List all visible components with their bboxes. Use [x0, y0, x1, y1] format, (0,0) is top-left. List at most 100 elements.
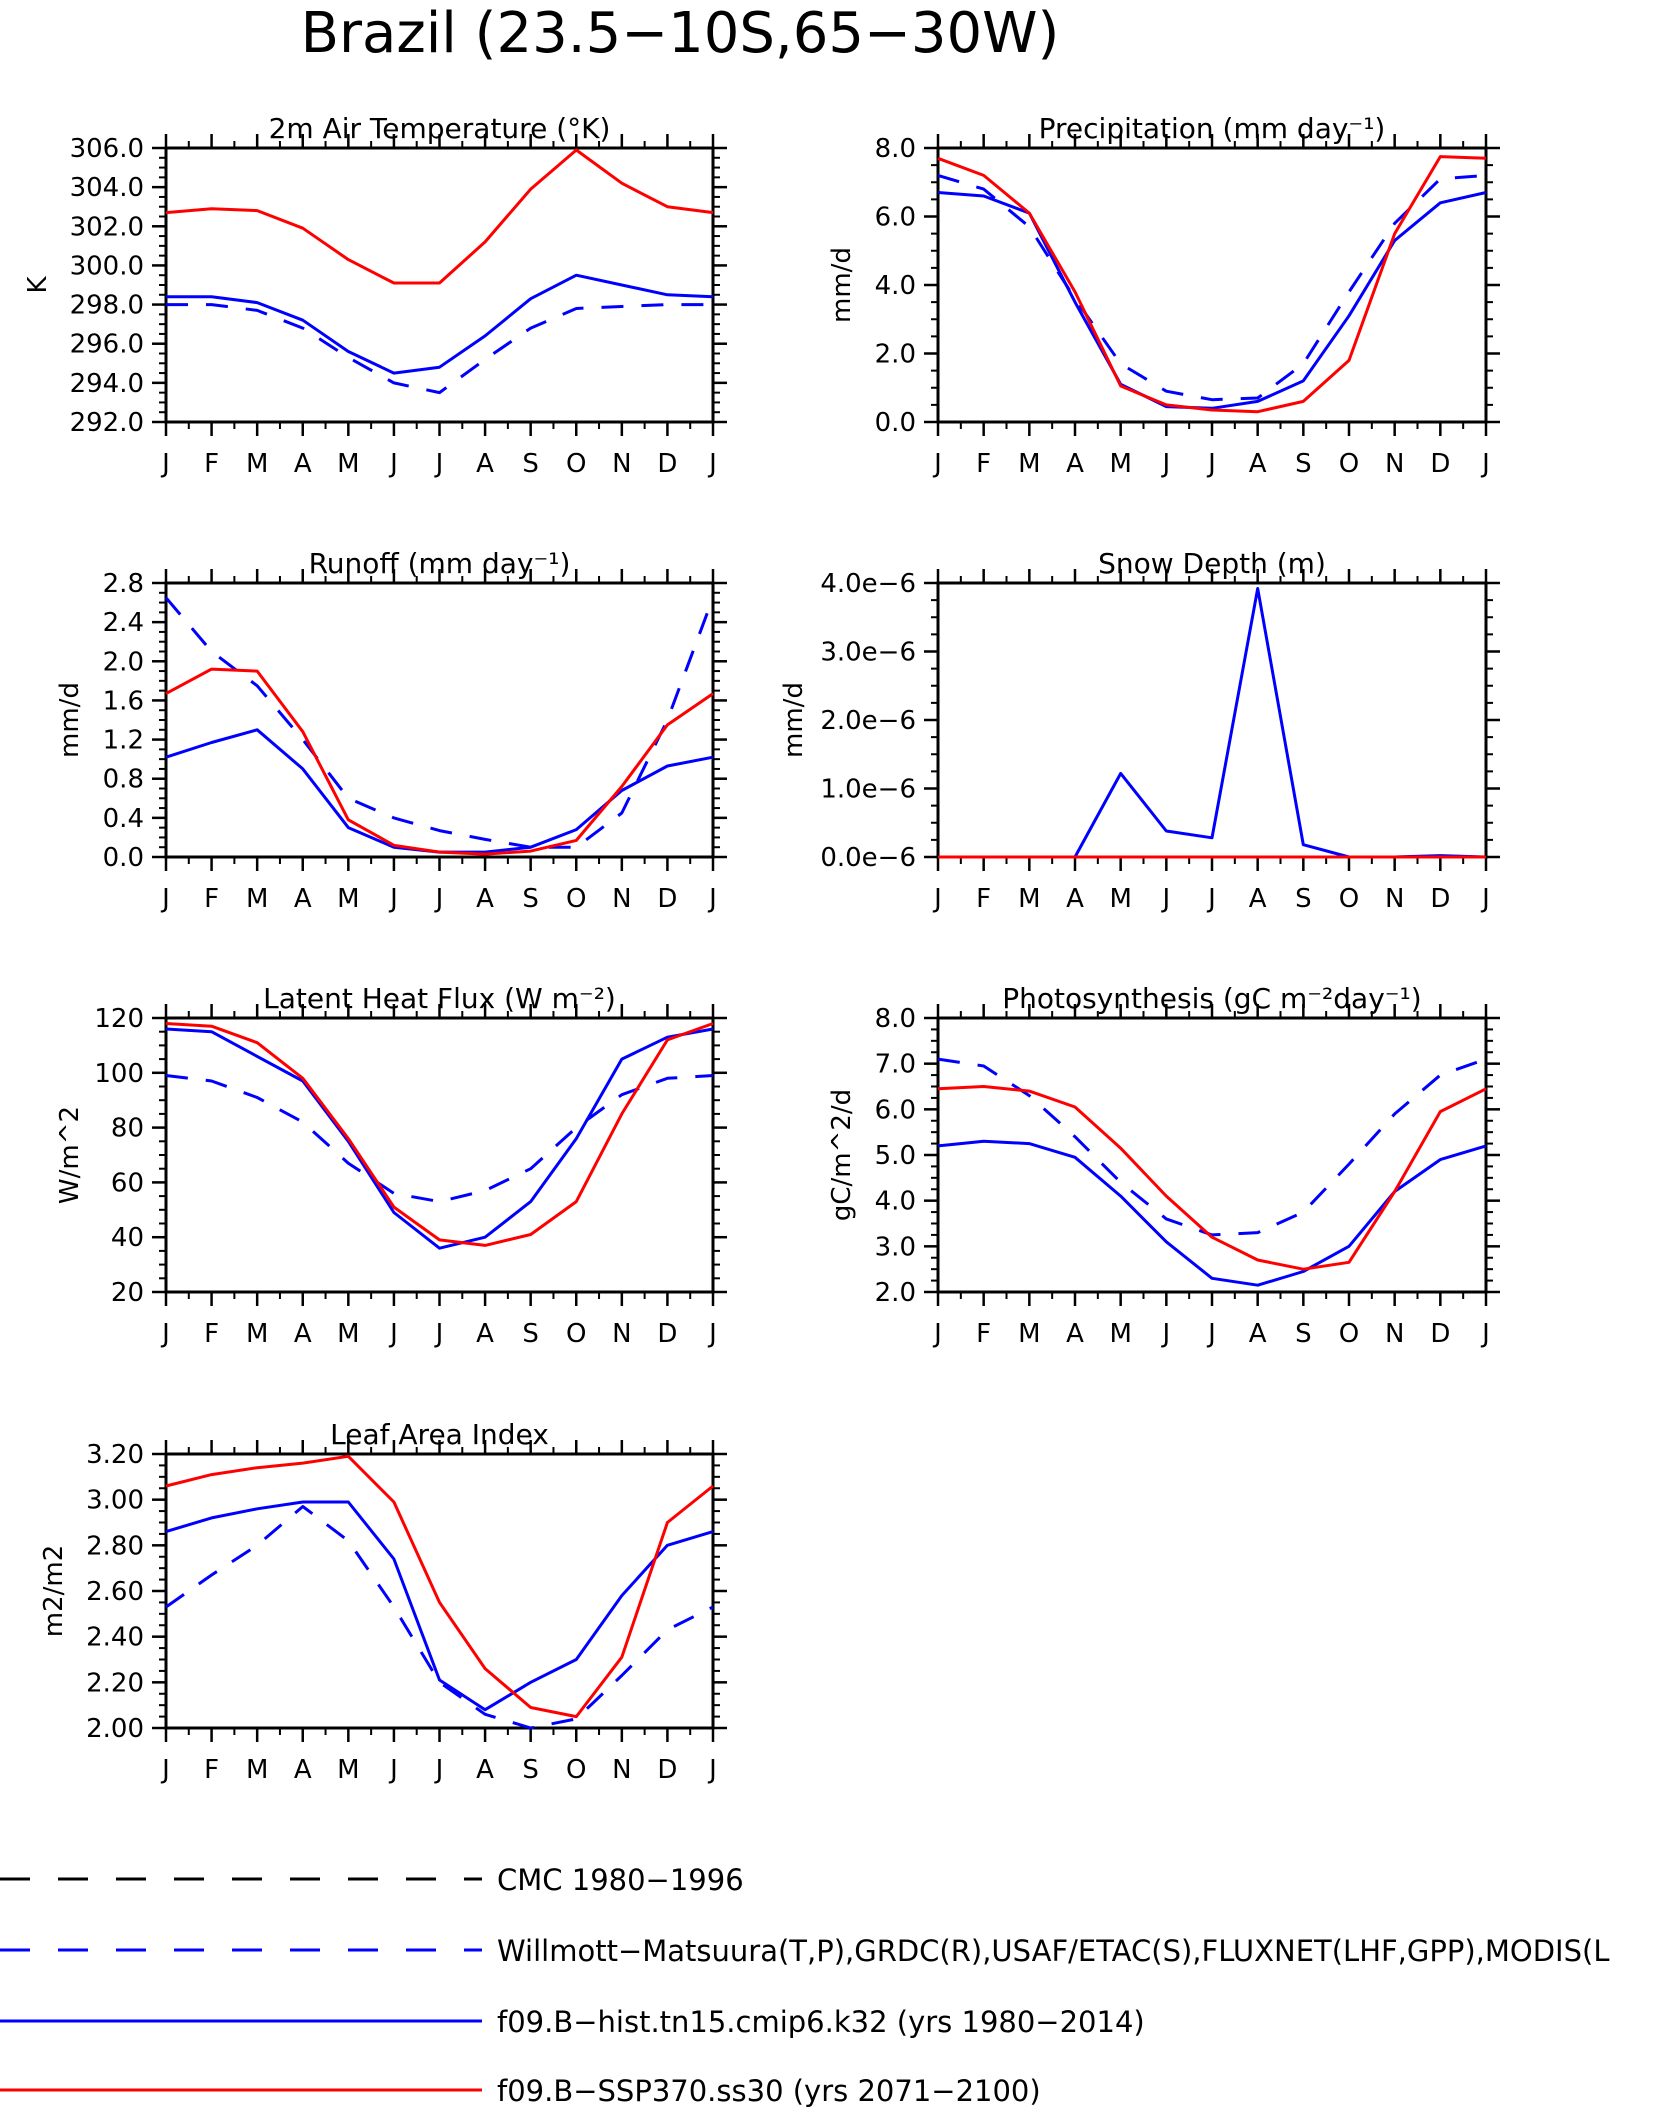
- x-tick-label: S: [522, 1319, 539, 1349]
- y-tick-label: 0.4: [103, 804, 144, 834]
- plot-frame: [936, 146, 1488, 424]
- x-tick-label: O: [566, 449, 586, 479]
- x-tick-label: F: [204, 1755, 219, 1785]
- x-tick-label: J: [434, 1755, 444, 1785]
- chart-panels: 2m Air Temperature (°K)J F M A M J J A S O N D J292.…: [23, 112, 1500, 1785]
- y-tick-label: 294.0: [70, 369, 144, 399]
- x-tick-label: J: [707, 884, 717, 914]
- legend-entry: f09.B−hist.tn15.cmip6.k32 (yrs 1980−2014…: [0, 2005, 1145, 2039]
- y-tick-label: 296.0: [70, 330, 144, 360]
- x-tick-label: D: [1430, 884, 1450, 914]
- x-tick-label: S: [522, 884, 539, 914]
- y-tick-label: 2.40: [86, 1623, 144, 1653]
- y-tick-label: 6.0: [875, 203, 916, 233]
- x-tick-label: S: [1295, 449, 1312, 479]
- y-tick-label: 1.0e−6: [820, 775, 916, 805]
- legend-label: f09.B−hist.tn15.cmip6.k32 (yrs 1980−2014…: [497, 2005, 1145, 2039]
- panel-photosynthesis: Photosynthesis (gC m⁻²day⁻¹)J F M A M J J A S O N D…: [827, 982, 1500, 1349]
- x-tick-label: M: [337, 449, 359, 479]
- plot-frame: [164, 1452, 715, 1730]
- x-tick-label: M: [1018, 1319, 1040, 1349]
- y-tick-label: 0.0: [875, 408, 916, 438]
- panel-latent-heat-flux: Latent Heat Flux (W m⁻²)J F M A M J J A S O N D J204…: [55, 982, 727, 1349]
- y-tick-label: 80: [111, 1114, 144, 1144]
- y-tick-label: 292.0: [70, 408, 144, 438]
- y-tick-label: 120: [94, 1004, 144, 1034]
- y-tick-label: 6.0: [875, 1095, 916, 1125]
- y-tick-label: 3.20: [86, 1440, 144, 1470]
- plot-frame: [164, 581, 715, 859]
- panel-precipitation: Precipitation (mm day⁻¹)J F M A M J J A S O N D J0.0…: [827, 112, 1500, 479]
- legend-entry: CMC 1980−1996: [0, 1863, 744, 1897]
- y-tick-label: 2.60: [86, 1577, 144, 1607]
- x-tick-label: F: [204, 1319, 219, 1349]
- x-tick-label: A: [294, 1319, 312, 1349]
- y-tick-label: 60: [111, 1168, 144, 1198]
- y-tick-label: 302.0: [70, 212, 144, 242]
- x-tick-label: M: [246, 449, 268, 479]
- y-axis-label: gC/m^2/d: [827, 1089, 857, 1221]
- y-tick-label: 2.0e−6: [820, 706, 916, 736]
- y-tick-label: 100: [94, 1059, 144, 1089]
- x-tick-label: M: [337, 1319, 359, 1349]
- x-tick-label: O: [1339, 1319, 1359, 1349]
- x-tick-label: M: [1018, 884, 1040, 914]
- series-line-obs-dashed: [165, 1074, 714, 1204]
- x-tick-label: M: [1109, 1319, 1131, 1349]
- y-tick-label: 8.0: [875, 1004, 916, 1034]
- x-tick-label: O: [566, 1319, 586, 1349]
- x-tick-label: S: [522, 1755, 539, 1785]
- x-tick-label: J: [388, 1319, 398, 1349]
- x-tick-label: J: [707, 1755, 717, 1785]
- y-tick-label: 4.0: [875, 271, 916, 301]
- x-tick-label: M: [1018, 449, 1040, 479]
- y-tick-label: 4.0: [875, 1187, 916, 1217]
- y-tick-label: 304.0: [70, 173, 144, 203]
- x-tick-label: J: [932, 1319, 942, 1349]
- x-tick-label: A: [476, 884, 494, 914]
- series-line-ssp370: [937, 1085, 1487, 1271]
- x-tick-label: J: [1160, 449, 1170, 479]
- y-axis-label: mm/d: [827, 247, 857, 323]
- x-tick-label: O: [566, 884, 586, 914]
- plot-frame: [164, 1016, 715, 1294]
- x-tick-label: N: [612, 1319, 631, 1349]
- y-tick-label: 3.00: [86, 1486, 144, 1516]
- series-line-hist: [165, 1500, 714, 1712]
- x-tick-label: F: [976, 884, 991, 914]
- x-tick-label: A: [1066, 449, 1084, 479]
- plot-frame: [936, 1016, 1488, 1294]
- x-tick-label: A: [1066, 884, 1084, 914]
- y-axis-label: W/m^2: [55, 1106, 85, 1204]
- y-tick-label: 2.80: [86, 1531, 144, 1561]
- y-tick-label: 8.0: [875, 134, 916, 164]
- y-tick-label: 0.0e−6: [820, 843, 916, 873]
- x-tick-label: F: [204, 449, 219, 479]
- x-tick-label: N: [1385, 449, 1404, 479]
- x-tick-label: A: [294, 884, 312, 914]
- x-tick-label: O: [566, 1755, 586, 1785]
- x-tick-label: A: [1066, 1319, 1084, 1349]
- x-tick-label: A: [1249, 449, 1267, 479]
- y-axis-label: mm/d: [55, 682, 85, 758]
- panel-air-temperature: 2m Air Temperature (°K)J F M A M J J A S O N D J292.…: [23, 112, 727, 479]
- x-tick-label: M: [246, 1755, 268, 1785]
- legend-label: CMC 1980−1996: [497, 1863, 744, 1897]
- x-tick-label: J: [1160, 884, 1170, 914]
- series-line-obs-dashed: [166, 303, 713, 395]
- x-tick-label: A: [476, 1319, 494, 1349]
- y-axis-label: K: [23, 276, 53, 294]
- y-tick-label: 40: [111, 1223, 144, 1253]
- x-tick-label: A: [294, 449, 312, 479]
- x-tick-label: N: [612, 1755, 631, 1785]
- x-tick-label: N: [612, 884, 631, 914]
- x-tick-label: J: [160, 1319, 170, 1349]
- y-tick-label: 2.0: [875, 340, 916, 370]
- x-tick-label: J: [707, 1319, 717, 1349]
- x-tick-label: J: [434, 884, 444, 914]
- x-tick-label: A: [1249, 884, 1267, 914]
- x-tick-label: D: [1430, 1319, 1450, 1349]
- y-tick-label: 3.0: [875, 1232, 916, 1262]
- legend-entry: Willmott−Matsuura(T,P),GRDC(R),USAF/ETAC…: [0, 1934, 1610, 1968]
- x-tick-label: F: [204, 884, 219, 914]
